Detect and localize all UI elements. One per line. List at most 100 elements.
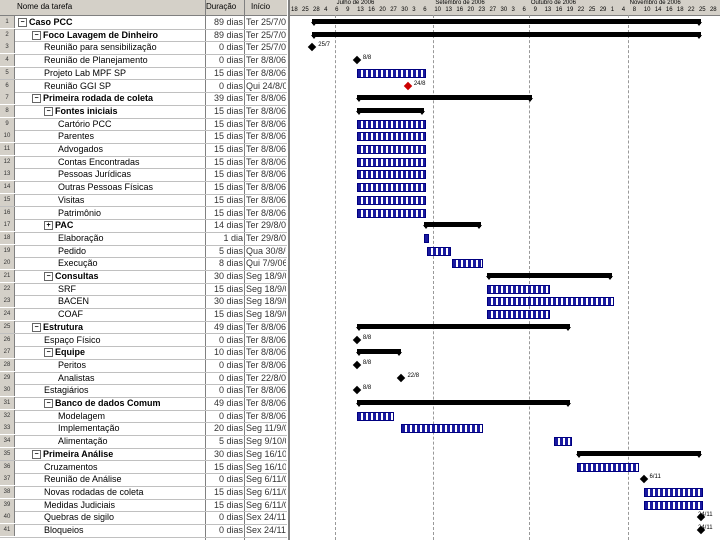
task-name[interactable]: − Equipe: [44, 347, 205, 358]
table-row[interactable]: 32 Modelagem 0 dias Ter 8/8/06: [0, 409, 287, 424]
table-row[interactable]: 4 Reunião de Planejamento 0 dias Ter 8/8/06: [0, 54, 287, 68]
task-bar[interactable]: [487, 284, 550, 294]
collapse-icon[interactable]: −: [32, 449, 41, 459]
task-duration[interactable]: 15 dias: [213, 283, 243, 294]
task-duration[interactable]: 14 dias: [213, 220, 243, 231]
row-id[interactable]: 33: [0, 422, 15, 435]
task-duration[interactable]: 30 dias: [213, 271, 243, 281]
task-name[interactable]: Advogados: [58, 144, 205, 155]
task-duration[interactable]: 0 dias: [218, 55, 243, 66]
task-bar[interactable]: [643, 500, 703, 510]
task-name[interactable]: Estagiários: [44, 385, 205, 396]
milestone-diamond[interactable]: [352, 386, 362, 395]
row-id[interactable]: 36: [0, 460, 15, 473]
task-duration[interactable]: 0 dias: [218, 372, 243, 383]
task-name[interactable]: Analistas: [58, 373, 205, 384]
task-duration[interactable]: 30 dias: [213, 448, 243, 459]
task-start[interactable]: Seg 6/11/06: [246, 474, 286, 485]
milestone-diamond[interactable]: [397, 373, 406, 382]
split-bar[interactable]: [288, 0, 290, 540]
task-start[interactable]: Seg 18/9/06: [246, 309, 286, 320]
task-bar[interactable]: [452, 259, 484, 269]
row-id[interactable]: 4: [0, 54, 15, 67]
row-id[interactable]: 30: [0, 384, 15, 397]
task-bar[interactable]: [576, 462, 640, 472]
task-duration[interactable]: 49 dias: [213, 321, 243, 332]
task-duration[interactable]: 49 dias: [213, 398, 243, 408]
task-duration[interactable]: 89 dias: [213, 17, 243, 27]
table-row[interactable]: 11 Advogados 15 dias Ter 8/8/06: [0, 143, 287, 157]
task-duration[interactable]: 5 dias: [218, 245, 243, 256]
task-name[interactable]: Outras Pessoas Físicas: [58, 182, 205, 193]
summary-bar[interactable]: [575, 450, 703, 458]
task-name[interactable]: Cruzamentos: [44, 462, 205, 473]
table-row[interactable]: 28 Peritos 0 dias Ter 8/8/06: [0, 358, 287, 373]
summary-bar[interactable]: [355, 107, 425, 115]
summary-bar[interactable]: [311, 31, 702, 39]
task-duration[interactable]: 15 dias: [213, 499, 243, 510]
task-start[interactable]: Ter 8/8/06: [246, 207, 286, 218]
task-duration[interactable]: 39 dias: [213, 93, 243, 104]
task-start[interactable]: Seg 6/11/06: [246, 499, 286, 510]
task-duration[interactable]: 5 dias: [218, 436, 243, 447]
task-name[interactable]: Quebras de sigilo: [44, 512, 205, 523]
task-name[interactable]: − Caso PCC: [18, 17, 205, 28]
task-name[interactable]: Elaboração: [58, 233, 205, 244]
task-name[interactable]: Patrimônio: [58, 208, 205, 219]
row-id[interactable]: 27: [0, 346, 15, 359]
task-bar[interactable]: [356, 157, 426, 167]
task-bar[interactable]: [356, 208, 426, 218]
task-start[interactable]: Ter 8/8/06: [246, 321, 286, 332]
milestone-diamond[interactable]: [308, 43, 317, 52]
task-duration[interactable]: 15 dias: [213, 131, 243, 142]
task-start[interactable]: Ter 8/8/06: [246, 385, 286, 396]
task-start[interactable]: Ter 8/8/06: [246, 67, 286, 78]
task-bar[interactable]: [554, 437, 573, 447]
task-duration[interactable]: 20 dias: [213, 423, 243, 434]
row-id[interactable]: 2: [0, 28, 15, 41]
row-id[interactable]: 41: [0, 524, 15, 536]
row-id[interactable]: 40: [0, 511, 15, 524]
task-start[interactable]: Ter 8/8/06: [246, 347, 286, 358]
task-start[interactable]: Ter 25/7/06: [246, 17, 286, 27]
task-start[interactable]: Ter 25/7/06: [246, 29, 286, 40]
task-start[interactable]: Seg 11/9/06: [246, 423, 286, 434]
task-duration[interactable]: 15 dias: [213, 118, 243, 129]
task-name[interactable]: COAF: [58, 309, 205, 320]
summary-bar[interactable]: [355, 400, 572, 407]
task-start[interactable]: Ter 8/8/06: [246, 169, 286, 180]
task-duration[interactable]: 15 dias: [213, 156, 243, 167]
table-row[interactable]: 12 Contas Encontradas 15 dias Ter 8/8/06: [0, 155, 287, 170]
task-start[interactable]: Seg 16/10/06: [246, 448, 286, 459]
task-duration[interactable]: 89 dias: [213, 29, 243, 40]
task-name[interactable]: Parentes: [58, 131, 205, 142]
task-start[interactable]: Ter 8/8/06: [246, 131, 286, 142]
table-row[interactable]: 2 − Foco Lavagem de Dinheiro 89 dias Ter 25/…: [0, 28, 287, 43]
task-duration[interactable]: 0 dias: [218, 359, 243, 370]
summary-bar[interactable]: [486, 273, 613, 280]
row-id[interactable]: 25: [0, 320, 15, 333]
row-id[interactable]: 11: [0, 143, 15, 155]
milestone-diamond[interactable]: [352, 360, 362, 370]
summary-bar[interactable]: [311, 19, 702, 26]
row-id[interactable]: 26: [0, 333, 15, 346]
row-id[interactable]: 3: [0, 41, 15, 54]
row-id[interactable]: 31: [0, 397, 15, 409]
task-name[interactable]: Medidas Judiciais: [44, 500, 205, 511]
row-id[interactable]: 39: [0, 498, 15, 511]
task-start[interactable]: Ter 29/8/06: [246, 232, 286, 243]
task-name[interactable]: Pessoas Jurídicas: [58, 169, 205, 180]
task-name[interactable]: − Consultas: [44, 271, 205, 282]
row-id[interactable]: 6: [0, 79, 15, 92]
task-bar[interactable]: [423, 233, 429, 243]
task-bar[interactable]: [356, 195, 426, 205]
